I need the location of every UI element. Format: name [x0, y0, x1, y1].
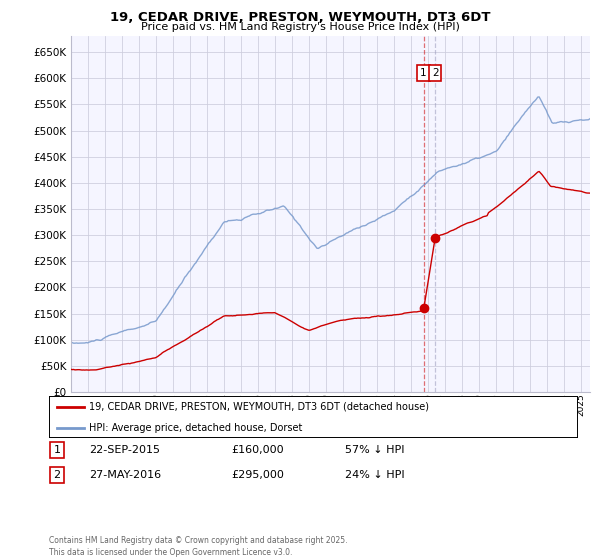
Text: £295,000: £295,000 — [231, 470, 284, 480]
Text: Contains HM Land Registry data © Crown copyright and database right 2025.
This d: Contains HM Land Registry data © Crown c… — [49, 536, 348, 557]
Text: 2: 2 — [432, 68, 439, 78]
Text: 24% ↓ HPI: 24% ↓ HPI — [345, 470, 404, 480]
Text: 27-MAY-2016: 27-MAY-2016 — [89, 470, 161, 480]
Text: 19, CEDAR DRIVE, PRESTON, WEYMOUTH, DT3 6DT (detached house): 19, CEDAR DRIVE, PRESTON, WEYMOUTH, DT3 … — [89, 402, 429, 412]
Text: 19, CEDAR DRIVE, PRESTON, WEYMOUTH, DT3 6DT: 19, CEDAR DRIVE, PRESTON, WEYMOUTH, DT3 … — [110, 11, 490, 24]
Text: £160,000: £160,000 — [231, 445, 284, 455]
Text: HPI: Average price, detached house, Dorset: HPI: Average price, detached house, Dors… — [89, 423, 302, 433]
Text: 22-SEP-2015: 22-SEP-2015 — [89, 445, 160, 455]
Text: Price paid vs. HM Land Registry's House Price Index (HPI): Price paid vs. HM Land Registry's House … — [140, 22, 460, 32]
Text: 1: 1 — [420, 68, 427, 78]
Text: 57% ↓ HPI: 57% ↓ HPI — [345, 445, 404, 455]
Text: 1: 1 — [53, 445, 61, 455]
Text: 2: 2 — [53, 470, 61, 480]
